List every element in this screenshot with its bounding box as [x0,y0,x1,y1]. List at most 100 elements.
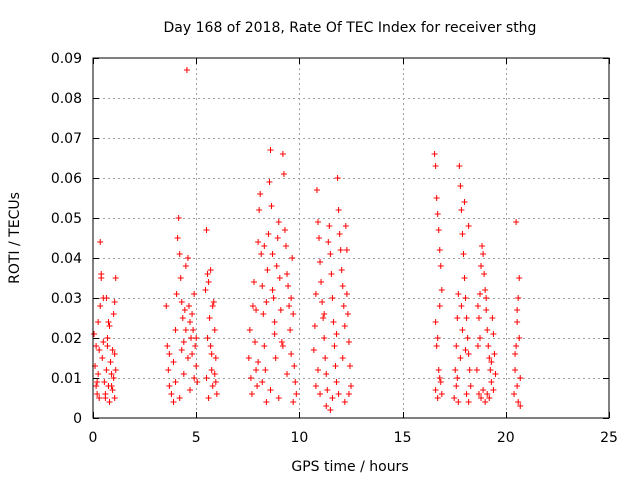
data-point [191,375,198,381]
data-point [207,343,214,349]
data-point [284,271,291,277]
data-point [189,351,196,357]
x-tick-label: 5 [192,430,201,446]
data-point [101,379,108,385]
data-point [488,359,495,365]
data-point [189,311,196,317]
data-point [166,383,173,389]
data-points [91,67,524,413]
data-point [492,371,499,377]
data-point [262,367,269,373]
data-point [276,275,283,281]
data-point [483,307,490,313]
data-point [288,351,295,357]
x-tick-label: 10 [290,430,308,446]
data-point [435,367,442,373]
data-point [191,291,198,297]
data-point [453,343,460,349]
data-point [345,391,352,397]
data-point [336,231,343,237]
data-point [455,291,462,297]
data-point [464,335,471,341]
data-point [106,323,113,329]
data-point [97,303,104,309]
data-point [486,395,493,401]
data-point [513,343,520,349]
data-point [457,355,464,361]
data-point [263,299,270,305]
data-point [260,311,267,317]
data-point [271,319,278,325]
data-point [163,303,170,309]
data-point [289,255,296,261]
data-point [328,271,335,277]
data-point [261,343,268,349]
data-point [291,363,298,369]
data-point [477,291,483,297]
data-point [245,355,252,361]
data-point [280,171,287,177]
y-tick-label: 0 [73,411,82,427]
data-point [321,311,328,317]
data-point [110,375,117,381]
data-point [458,207,465,213]
data-point [453,383,460,389]
data-point [482,399,489,405]
data-point [323,371,330,377]
data-point [512,351,519,357]
data-point [204,271,211,277]
data-point [325,239,332,245]
data-point [175,215,182,221]
y-tick-label: 0.01 [51,371,82,387]
data-point [184,355,191,361]
data-point [432,319,439,325]
data-point [278,339,285,345]
data-point [176,251,183,257]
data-point [94,379,101,385]
data-point [512,367,519,373]
data-point [292,379,299,385]
data-point [209,303,216,309]
data-point [275,395,282,401]
data-point [177,275,184,281]
data-point [462,347,469,353]
data-point [317,391,324,397]
data-point [455,399,462,405]
data-point [112,275,119,281]
data-point [178,299,185,305]
data-point [341,399,348,405]
data-point [275,219,282,225]
data-point [452,367,459,373]
data-point [339,283,346,289]
data-point [344,311,351,317]
data-point [95,371,102,377]
data-point [253,307,260,313]
data-point [490,387,497,393]
data-point [474,303,481,309]
data-point [437,263,444,269]
data-point [203,227,210,233]
data-point [98,275,105,281]
data-point [477,335,483,341]
data-point [485,343,492,349]
data-point [172,379,179,385]
data-point [318,279,325,285]
data-point [461,275,468,281]
data-point [465,223,472,229]
data-point [454,375,461,381]
chart-title: Day 168 of 2018, Rate Of TEC Index for r… [164,20,537,36]
data-point [253,367,260,373]
data-point [249,303,256,309]
y-tick-label: 0.08 [51,91,82,107]
data-point [329,395,336,401]
data-point [313,187,320,193]
data-point [187,319,194,325]
data-point [480,251,487,257]
data-point [463,391,470,397]
data-point [333,331,340,337]
data-point [269,251,276,257]
data-point [329,295,336,301]
data-point [109,347,116,353]
data-point [173,291,180,297]
